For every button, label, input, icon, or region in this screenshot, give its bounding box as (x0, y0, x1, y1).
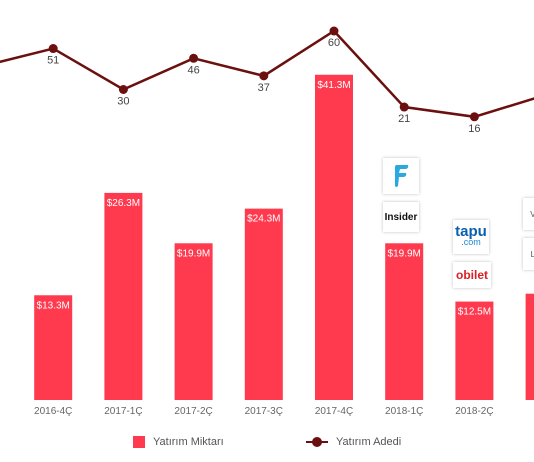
line-value-label: 37 (258, 82, 270, 94)
bar (34, 295, 73, 400)
x-tick-label: 2017-2Ç (174, 406, 212, 417)
bar (385, 243, 424, 400)
line-point (189, 53, 199, 63)
x-tick-label: 2017-4Ç (315, 406, 353, 417)
bar (315, 74, 353, 400)
partial-logo-1: VI (523, 198, 534, 230)
bar-value-label: $41.3M (317, 80, 350, 91)
bar-value-label: $12.5M (458, 307, 491, 318)
line-value-label: 16 (468, 123, 480, 135)
bar (104, 192, 143, 400)
line-value-label: 46 (187, 64, 199, 76)
line-value-label: 21 (398, 113, 410, 125)
bar (455, 301, 494, 400)
partial-logo-2: LI (523, 238, 534, 270)
line-point (469, 112, 479, 122)
bar (525, 293, 534, 400)
tapu-logo: tapu .com (453, 220, 489, 254)
line-point (118, 85, 128, 94)
bar (174, 243, 213, 400)
partial-logo-1-text: VI (530, 209, 534, 219)
bar-value-label: $26.3M (107, 198, 140, 209)
line-point (48, 44, 58, 54)
line-value-label: 60 (328, 37, 340, 49)
legend-line-label: Yatırım Adedi (336, 436, 402, 448)
legend-item-line: Yatırım Adedi (306, 432, 401, 452)
obilet-logo: obilet (453, 262, 491, 288)
bar-value-label: $19.9M (177, 248, 210, 259)
insider-logo-text: Insider (384, 211, 418, 223)
insider-logo: Insider (383, 202, 419, 232)
legend-bar-swatch (133, 436, 145, 448)
x-tick-label: 2016-4Ç (34, 406, 72, 417)
x-tick-label: 2018-2Ç (455, 406, 493, 417)
obilet-logo-text: obilet (456, 268, 488, 282)
partial-logo-2-text: LI (530, 249, 534, 259)
legend-item-bar: Yatırım Miktarı (133, 432, 224, 452)
bar-value-label: $24.3M (247, 214, 280, 225)
x-tick-label: 2017-3Ç (245, 406, 283, 417)
legend-bar-label: Yatırım Miktarı (153, 436, 224, 448)
line-point (329, 26, 339, 36)
line-point (399, 102, 409, 112)
x-tick-label: 2018-1Ç (385, 406, 423, 417)
tapu-logo-domain: .com (461, 237, 481, 247)
x-tick-label: 2017-1Ç (104, 406, 142, 417)
bar-value-label: $19.9M (388, 248, 421, 259)
line-point (259, 71, 269, 81)
f-letter-icon (395, 165, 409, 187)
legend-line-marker (306, 436, 328, 448)
bar (244, 208, 283, 400)
fenom-logo-icon (383, 158, 419, 194)
bar-value-label: $13.3M (37, 300, 70, 311)
line-value-label: 30 (117, 96, 129, 108)
line-value-label: 51 (47, 55, 59, 67)
tapu-logo-text: tapu (455, 223, 487, 240)
